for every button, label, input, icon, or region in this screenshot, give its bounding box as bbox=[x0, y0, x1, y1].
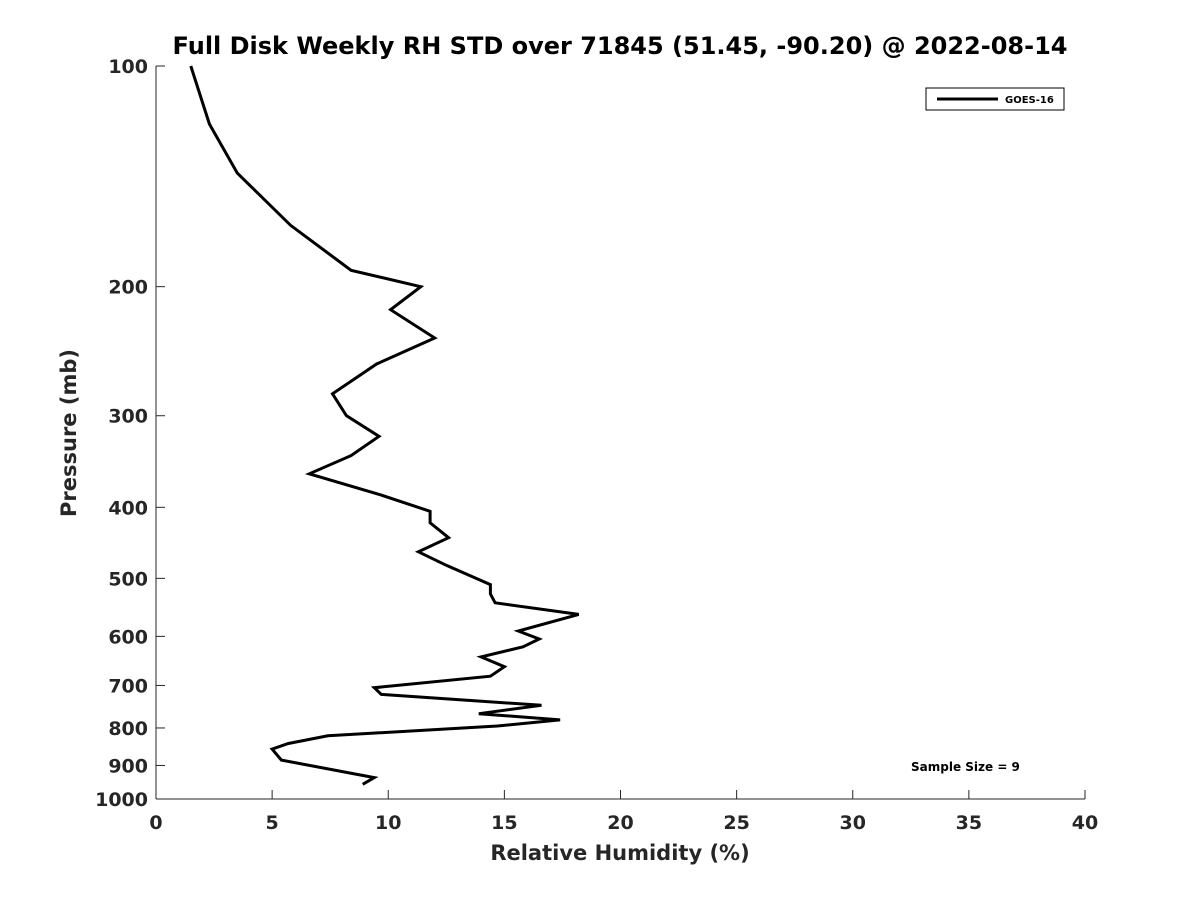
legend-label-goes-16: GOES-16 bbox=[1005, 95, 1054, 106]
x-tick-label: 0 bbox=[149, 812, 162, 834]
x-tick-label: 25 bbox=[723, 812, 749, 834]
y-tick-label: 400 bbox=[108, 497, 148, 519]
y-tick-label: 900 bbox=[108, 755, 148, 777]
x-axis-label: Relative Humidity (%) bbox=[490, 841, 749, 865]
y-tick-label: 700 bbox=[108, 675, 148, 697]
chart-title: Full Disk Weekly RH STD over 71845 (51.4… bbox=[173, 32, 1068, 60]
x-tick-label: 15 bbox=[491, 812, 517, 834]
y-tick-label: 300 bbox=[108, 406, 148, 428]
y-tick-label: 1000 bbox=[95, 789, 148, 811]
y-tick-label: 500 bbox=[108, 568, 148, 590]
series bbox=[189, 65, 580, 786]
legend: GOES-16 bbox=[925, 87, 1065, 111]
x-tick-label: 5 bbox=[266, 812, 279, 834]
x-tick-label: 30 bbox=[840, 812, 866, 834]
x-tick-label: 35 bbox=[956, 812, 982, 834]
plot-area bbox=[156, 66, 1085, 799]
y-tick-label: 600 bbox=[108, 626, 148, 648]
y-tick-label: 800 bbox=[108, 718, 148, 740]
x-tick-label: 40 bbox=[1072, 812, 1098, 834]
y-axis-label: Pressure (mb) bbox=[57, 349, 81, 517]
x-tick-label: 20 bbox=[607, 812, 633, 834]
ticks: 0 5 10 15 20 25 30 35 40 100 200 300 400 500 600 700 800… bbox=[95, 56, 1098, 834]
series-line-goes-16 bbox=[189, 65, 580, 786]
y-tick-label: 200 bbox=[108, 277, 148, 299]
sample-size-annotation: Sample Size = 9 bbox=[911, 760, 1020, 774]
x-tick-label: 10 bbox=[375, 812, 401, 834]
y-tick-label: 100 bbox=[108, 56, 148, 78]
